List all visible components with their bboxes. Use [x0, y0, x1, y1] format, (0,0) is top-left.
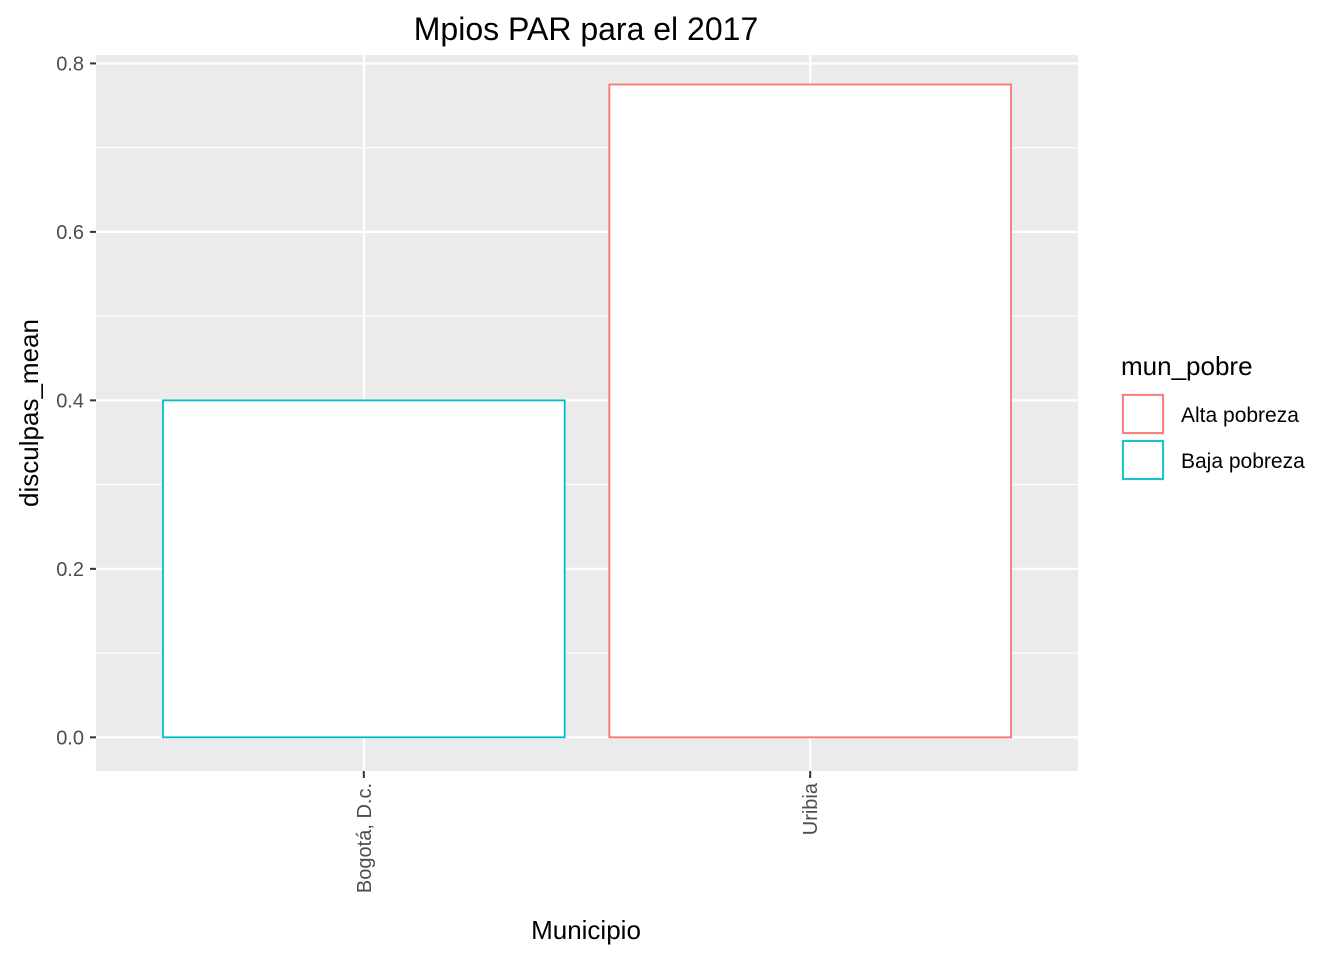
bars	[162, 83, 1012, 739]
y-tick-label: 0.2	[56, 559, 84, 581]
y-axis-title: disculpas_mean	[14, 319, 44, 507]
x-axis: Bogotá, D.c. Uribia	[354, 771, 822, 893]
y-axis: 0.0 0.2 0.4 0.6 0.8	[56, 53, 96, 749]
legend-title: mun_pobre	[1121, 351, 1253, 381]
x-tick-label: Bogotá, D.c.	[354, 783, 376, 893]
y-tick-label: 0.4	[56, 390, 84, 412]
bar	[608, 83, 1012, 739]
x-tick-label: Uribia	[800, 782, 822, 835]
bar	[162, 399, 566, 739]
legend-key	[1122, 394, 1164, 434]
y-tick-label: 0.6	[56, 222, 84, 244]
y-tick-label: 0.0	[56, 727, 84, 749]
legend-label: Alta pobreza	[1181, 404, 1299, 427]
y-tick-label: 0.8	[56, 53, 84, 75]
legend: mun_pobre Alta pobreza Baja pobreza	[1121, 351, 1305, 481]
chart-title: Mpios PAR para el 2017	[414, 11, 758, 47]
legend-key	[1122, 440, 1164, 480]
x-axis-title: Municipio	[531, 915, 641, 945]
legend-label: Baja pobreza	[1181, 450, 1305, 473]
